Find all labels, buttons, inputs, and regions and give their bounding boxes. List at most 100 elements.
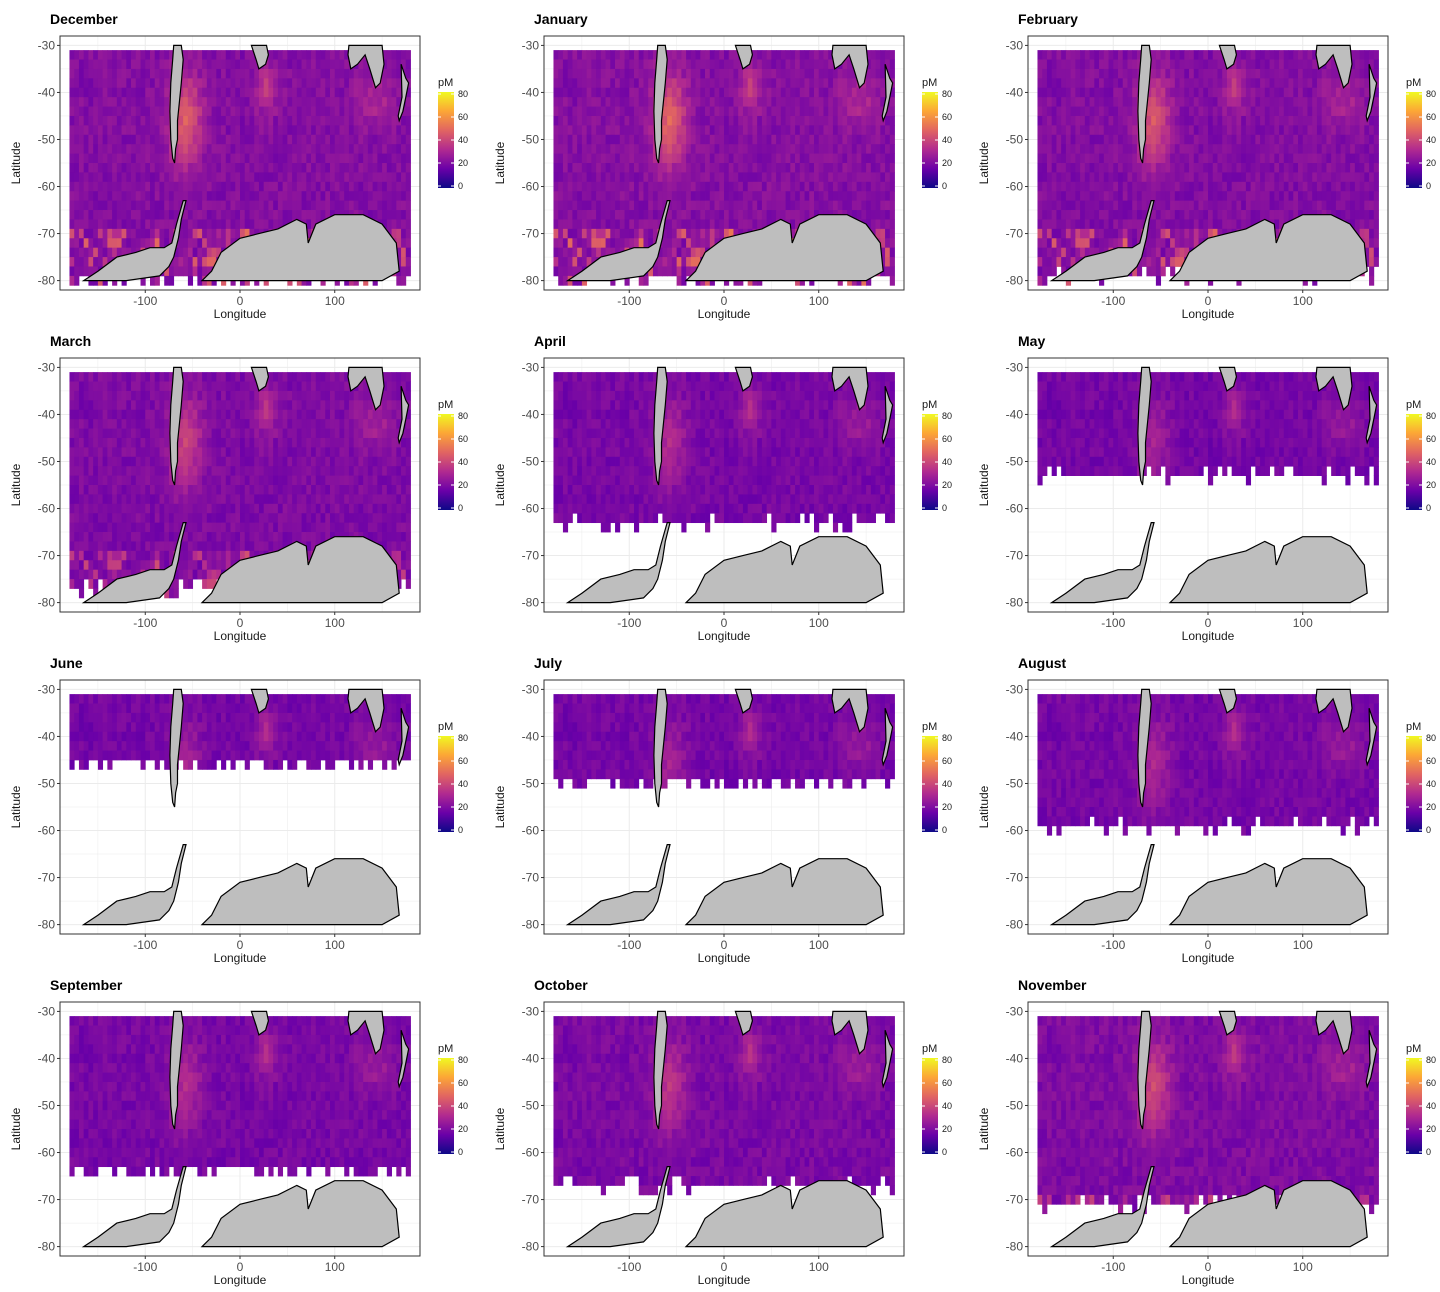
x-tick-label: 0 — [721, 294, 728, 308]
y-axis-label: Latitude — [977, 785, 991, 828]
y-tick-label: -30 — [38, 360, 56, 374]
x-axis-label: Longitude — [698, 1273, 751, 1287]
x-tick-label: 100 — [1293, 294, 1313, 308]
concentration-heatmap — [1037, 372, 1379, 486]
land-southAmerica — [1137, 1010, 1152, 1130]
panel-title: March — [50, 333, 91, 349]
land-antarcticaE — [684, 536, 884, 604]
y-axis-label: Latitude — [493, 141, 507, 184]
y-tick-label: -50 — [38, 132, 56, 146]
y-tick-label: -80 — [522, 1240, 540, 1254]
y-tick-label: -80 — [1006, 596, 1024, 610]
x-tick-label: -100 — [133, 616, 157, 630]
legend-tick-label: 80 — [942, 1055, 952, 1065]
legend-tick-label: 0 — [458, 503, 463, 513]
x-tick-label: -100 — [617, 1260, 641, 1274]
legend-tick-label: 40 — [458, 457, 468, 467]
y-tick-label: -50 — [38, 454, 56, 468]
land-antarcticaW — [1049, 200, 1155, 282]
land-antarcticaE — [684, 214, 884, 282]
y-tick-label: -40 — [38, 407, 56, 421]
legend-tick-label: 0 — [1426, 825, 1431, 835]
land-masses — [81, 366, 410, 604]
land-australia — [347, 366, 385, 411]
legend-title: pM — [922, 77, 937, 89]
land-nz — [397, 386, 410, 445]
legend-tick-label: 60 — [458, 112, 468, 122]
y-tick-label: -70 — [522, 871, 540, 885]
legend-tick-label: 20 — [1426, 1124, 1436, 1134]
legend-tick-label: 20 — [458, 480, 468, 490]
land-antarcticaW — [1049, 1166, 1155, 1248]
y-tick-label: -40 — [1006, 85, 1024, 99]
legend-tick-label: 80 — [458, 89, 468, 99]
legend-tick-label: 0 — [458, 825, 463, 835]
land-masses — [81, 44, 410, 282]
legend-tick-label: 60 — [1426, 112, 1436, 122]
colorbar-legend: pM 80 60 40 20 0 — [438, 77, 468, 191]
x-tick-label: 0 — [1205, 616, 1212, 630]
land-nz — [881, 1030, 894, 1089]
x-axis-label: Longitude — [214, 1273, 267, 1287]
legend-tick-label: 20 — [458, 1124, 468, 1134]
legend-tick-label: 0 — [942, 181, 947, 191]
x-tick-label: 100 — [325, 616, 345, 630]
legend-tick-label: 40 — [942, 457, 952, 467]
concentration-heatmap — [1037, 694, 1379, 836]
legend-tick-label: 40 — [458, 779, 468, 789]
legend-tick-label: 40 — [1426, 457, 1436, 467]
land-antarcticaE — [1168, 536, 1368, 604]
legend-tick-label: 80 — [1426, 1055, 1436, 1065]
y-tick-label: -60 — [1006, 180, 1024, 194]
legend-tick-label: 20 — [942, 480, 952, 490]
y-tick-label: -80 — [38, 918, 56, 932]
map-panel-july: July -30 -40 -50 -60 -70 -80 -100 0 100 Longitude L… — [484, 644, 964, 966]
x-tick-label: 100 — [809, 616, 829, 630]
legend-tick-label: 0 — [942, 503, 947, 513]
land-masses — [81, 688, 410, 926]
x-tick-label: -100 — [133, 294, 157, 308]
y-tick-label: -30 — [522, 682, 540, 696]
map-svg: July -30 -40 -50 -60 -70 -80 -100 0 100 Longitude L… — [493, 655, 952, 965]
y-tick-label: -30 — [1006, 682, 1024, 696]
colorbar-legend: pM 80 60 40 20 0 — [922, 77, 952, 191]
y-tick-label: -30 — [1006, 38, 1024, 52]
legend-tick-label: 80 — [458, 1055, 468, 1065]
land-africa — [250, 366, 270, 392]
legend-tick-label: 60 — [942, 756, 952, 766]
panel-title: February — [1018, 11, 1078, 27]
land-antarcticaE — [200, 858, 400, 926]
panel-title: December — [50, 11, 118, 27]
x-axis-label: Longitude — [1182, 629, 1235, 643]
y-tick-label: -60 — [38, 180, 56, 194]
x-tick-label: 100 — [1293, 938, 1313, 952]
concentration-heatmap — [553, 694, 895, 789]
y-tick-label: -80 — [522, 274, 540, 288]
legend-tick-label: 80 — [458, 411, 468, 421]
y-tick-label: -50 — [1006, 454, 1024, 468]
land-southAmerica — [169, 44, 184, 164]
y-axis-label: Latitude — [977, 1107, 991, 1150]
land-antarcticaW — [81, 844, 187, 926]
x-tick-label: -100 — [617, 294, 641, 308]
colorbar-legend: pM 80 60 40 20 0 — [1406, 399, 1436, 513]
legend-title: pM — [438, 721, 453, 733]
land-africa — [734, 1010, 754, 1036]
x-tick-label: 100 — [325, 938, 345, 952]
map-panel-february: February -30 -40 -50 -60 -70 -80 -100 0 100 Longit… — [968, 0, 1440, 322]
x-tick-label: -100 — [133, 1260, 157, 1274]
legend-tick-label: 0 — [1426, 503, 1431, 513]
y-tick-label: -40 — [522, 1051, 540, 1065]
colorbar-legend: pM 80 60 40 20 0 — [922, 399, 952, 513]
land-africa — [1218, 688, 1238, 714]
land-masses — [565, 366, 894, 604]
y-tick-label: -30 — [38, 38, 56, 52]
y-tick-label: -70 — [1006, 549, 1024, 563]
land-southAmerica — [169, 688, 184, 808]
y-tick-label: -70 — [38, 871, 56, 885]
land-africa — [250, 44, 270, 70]
land-africa — [1218, 366, 1238, 392]
legend-tick-label: 0 — [458, 1147, 463, 1157]
y-tick-label: -70 — [38, 1193, 56, 1207]
legend-tick-label: 0 — [458, 181, 463, 191]
